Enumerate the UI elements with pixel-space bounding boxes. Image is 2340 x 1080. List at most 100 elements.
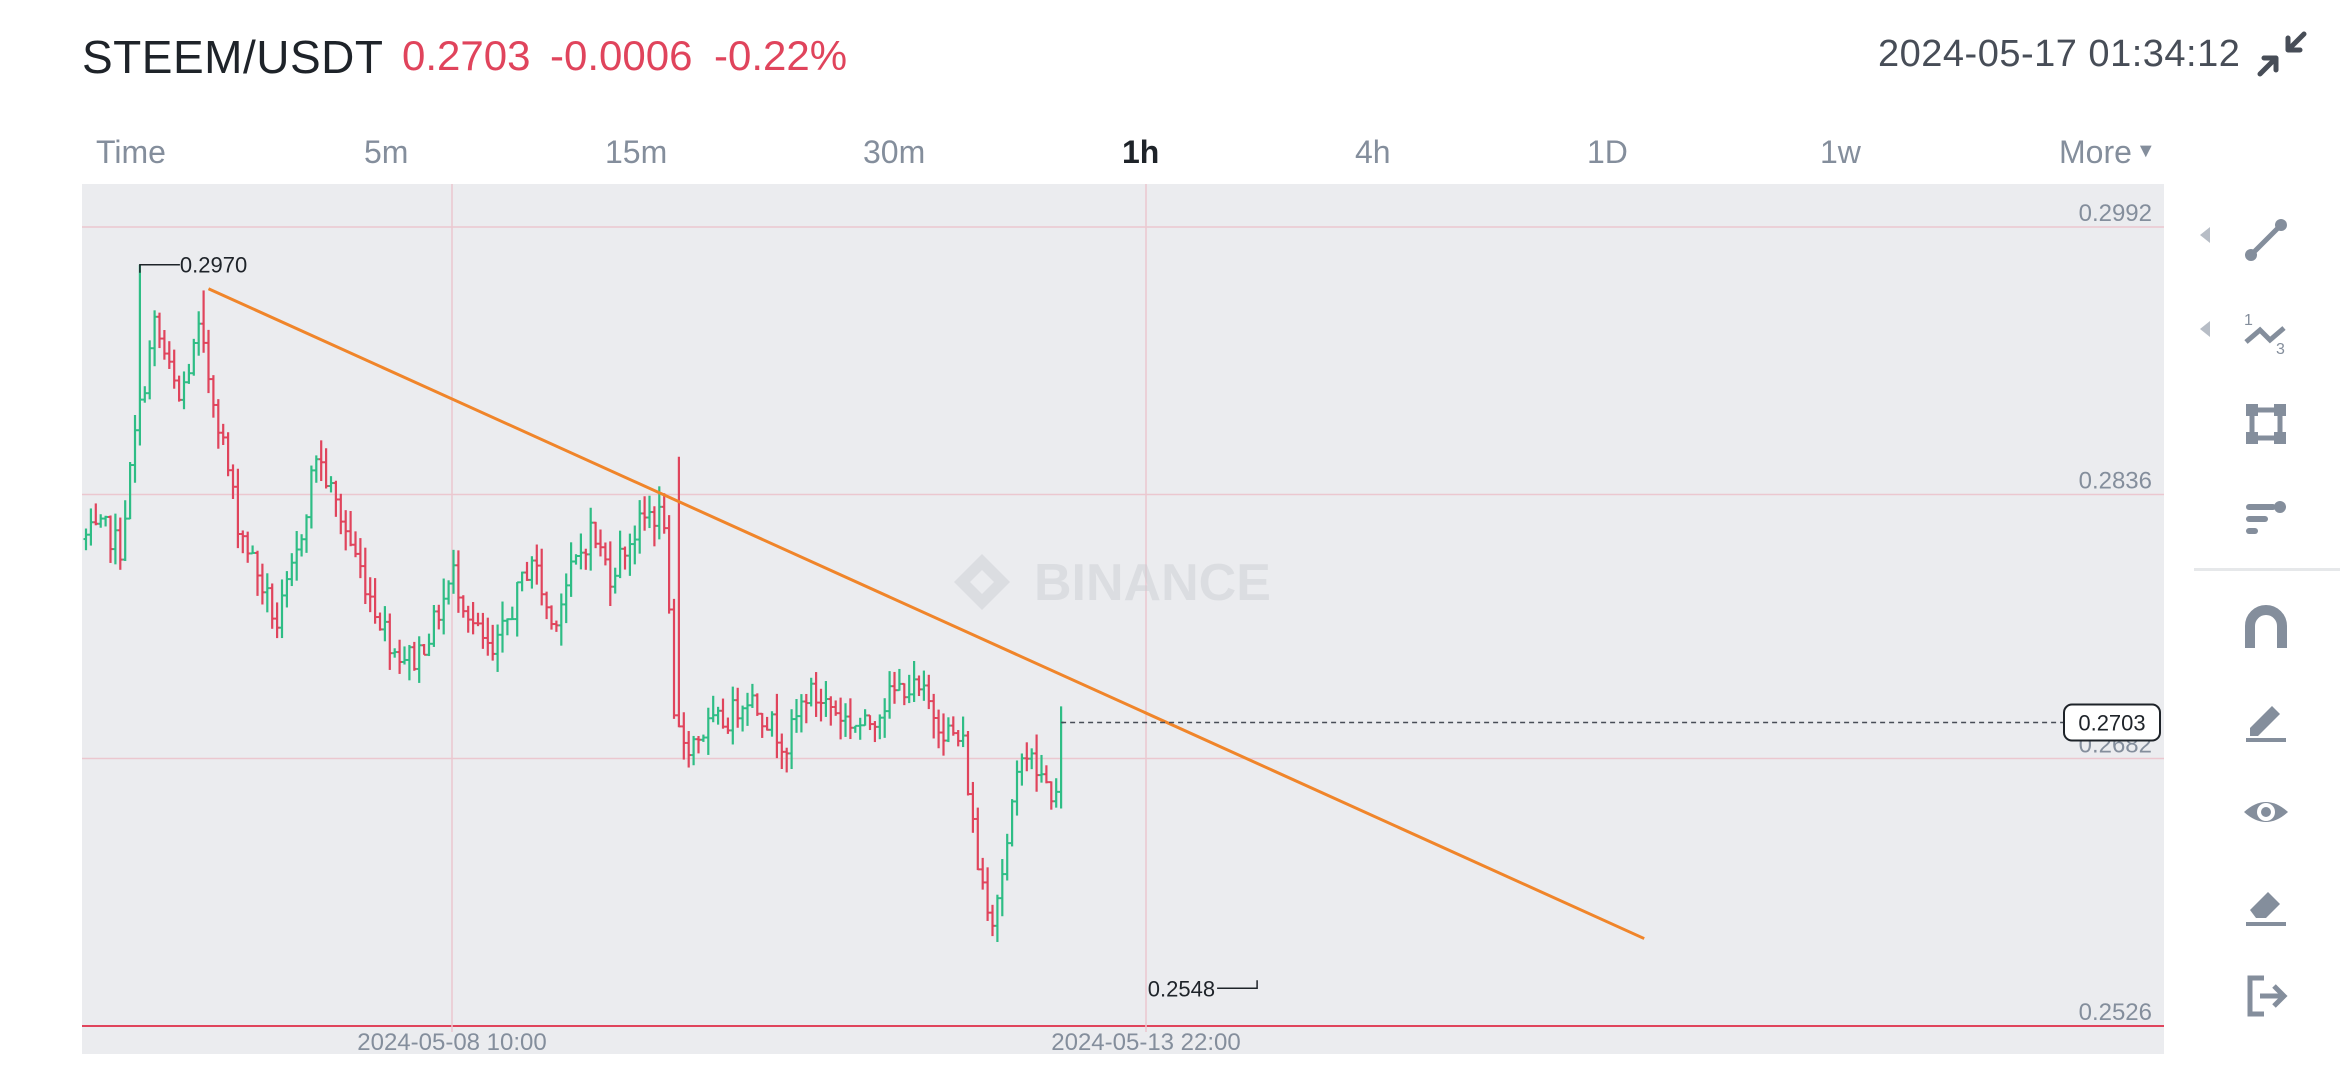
ohlc-bar bbox=[436, 604, 442, 630]
ohlc-bar bbox=[813, 672, 819, 717]
x-tick-label: 2024-05-08 10:00 bbox=[357, 1029, 547, 1054]
trendline-tool-icon[interactable] bbox=[2230, 208, 2302, 272]
ohlc-bar bbox=[132, 415, 138, 483]
ohlc-bar bbox=[627, 533, 633, 576]
ohlc-bar bbox=[749, 683, 755, 708]
tab-1h[interactable]: 1h bbox=[1122, 134, 1160, 170]
eye-icon[interactable] bbox=[2230, 780, 2302, 844]
ohlc-bar bbox=[686, 731, 692, 768]
ohlc-bar bbox=[88, 508, 94, 546]
ohlc-bar bbox=[240, 530, 246, 554]
ohlc-bar bbox=[98, 514, 104, 528]
high-marker bbox=[139, 263, 180, 273]
exit-icon[interactable] bbox=[2230, 964, 2302, 1028]
ohlc-bar bbox=[93, 503, 99, 526]
ohlc-bar bbox=[255, 550, 260, 596]
fibonacci-menu-caret-icon[interactable] bbox=[2198, 320, 2212, 338]
ohlc-bar bbox=[402, 646, 407, 665]
ohlc-bar bbox=[911, 661, 917, 702]
ohlc-bar bbox=[304, 514, 309, 553]
text-tool-icon[interactable] bbox=[2230, 484, 2302, 548]
ohlc-bar bbox=[818, 688, 824, 722]
tab-1d[interactable]: 1D bbox=[1587, 134, 1628, 170]
ohlc-bar bbox=[485, 617, 491, 656]
ohlc-bar bbox=[999, 859, 1005, 917]
ohlc-bar bbox=[916, 675, 922, 697]
ohlc-bar bbox=[348, 511, 354, 547]
tab-1w[interactable]: 1w bbox=[1820, 134, 1861, 170]
rectangle-tool-icon[interactable] bbox=[2230, 392, 2302, 456]
collapse-arrows-icon[interactable] bbox=[2254, 28, 2310, 80]
ohlc-bar bbox=[553, 620, 559, 632]
ohlc-bar bbox=[191, 338, 197, 376]
ohlc-bar bbox=[990, 904, 995, 937]
tab-more[interactable]: More ▼ bbox=[2059, 134, 2156, 171]
ohlc-bar bbox=[206, 329, 211, 394]
ohlc-bar bbox=[759, 712, 765, 738]
ohlc-bar bbox=[779, 733, 785, 769]
ohlc-bar bbox=[892, 671, 897, 704]
ohlc-bar bbox=[250, 545, 256, 555]
ohlc-bar bbox=[691, 735, 697, 766]
trendline-menu-caret-icon[interactable] bbox=[2198, 226, 2212, 244]
ohlc-bar bbox=[896, 668, 902, 692]
tab-5m[interactable]: 5m bbox=[364, 134, 409, 170]
ohlc-bar bbox=[700, 734, 706, 742]
pencil-icon[interactable] bbox=[2230, 688, 2302, 752]
price-chart[interactable]: 0.2992 0.2836 0.2682 0.2526 2024-05-08 10:00… bbox=[82, 184, 2164, 1054]
ohlc-bar bbox=[475, 612, 481, 627]
ohlc-bar bbox=[872, 721, 878, 743]
ohlc-bar bbox=[887, 671, 893, 719]
y-tick-label: 0.2526 bbox=[2079, 999, 2152, 1026]
ohlc-bar bbox=[117, 517, 123, 570]
pair-title[interactable]: STEEM/USDT bbox=[82, 31, 384, 83]
ohlc-bar bbox=[774, 693, 780, 759]
ohlc-bar bbox=[362, 547, 368, 605]
price-change: -0.0006 bbox=[550, 32, 693, 79]
ohlc-bar bbox=[220, 423, 226, 446]
magnet-icon[interactable] bbox=[2230, 596, 2302, 660]
chart-background bbox=[82, 184, 2164, 1054]
ohlc-bar bbox=[970, 781, 976, 833]
ohlc-bar bbox=[377, 612, 383, 631]
tab-time[interactable]: Time bbox=[96, 134, 166, 170]
tab-30m[interactable]: 30m bbox=[863, 134, 926, 170]
ohlc-bar bbox=[1043, 765, 1049, 784]
ohlc-bar bbox=[696, 736, 701, 754]
ohlc-bar bbox=[1009, 799, 1015, 847]
ohlc-bar bbox=[166, 341, 172, 369]
ohlc-bar bbox=[451, 549, 456, 594]
ohlc-bar bbox=[994, 894, 1000, 942]
ohlc-bar bbox=[1024, 742, 1030, 772]
ohlc-bar bbox=[161, 330, 167, 360]
tab-15m[interactable]: 15m bbox=[605, 134, 668, 170]
tab-4h[interactable]: 4h bbox=[1355, 134, 1391, 170]
y-tick-label: 0.2836 bbox=[2079, 467, 2152, 494]
ohlc-bar bbox=[808, 677, 814, 707]
ohlc-bar bbox=[147, 340, 153, 400]
ohlc-bar bbox=[735, 687, 741, 728]
ohlc-bar bbox=[838, 697, 844, 740]
ohlc-bar bbox=[470, 601, 476, 635]
last-price: 0.2703 bbox=[402, 32, 531, 79]
watermark-text: BINANCE bbox=[1034, 554, 1271, 612]
ohlc-bar bbox=[651, 506, 657, 547]
ohlc-bar bbox=[210, 375, 216, 418]
price-change-percent: -0.22% bbox=[714, 32, 848, 79]
ohlc-bar bbox=[500, 601, 505, 653]
ohlc-bar bbox=[112, 513, 118, 565]
ohlc-bar bbox=[157, 312, 162, 349]
ohlc-bar bbox=[661, 493, 667, 534]
ohlc-bar bbox=[264, 573, 270, 613]
eraser-icon[interactable] bbox=[2230, 872, 2302, 936]
ohlc-bar bbox=[490, 624, 496, 661]
ohlc-bar bbox=[343, 510, 349, 551]
ohlc-bar bbox=[108, 515, 113, 563]
ohlc-bar bbox=[622, 546, 628, 570]
low-marker bbox=[1217, 980, 1258, 990]
ohlc-bar bbox=[196, 311, 202, 356]
last-price-label: 0.2703 bbox=[2078, 711, 2145, 736]
ohlc-bar bbox=[1004, 833, 1010, 881]
